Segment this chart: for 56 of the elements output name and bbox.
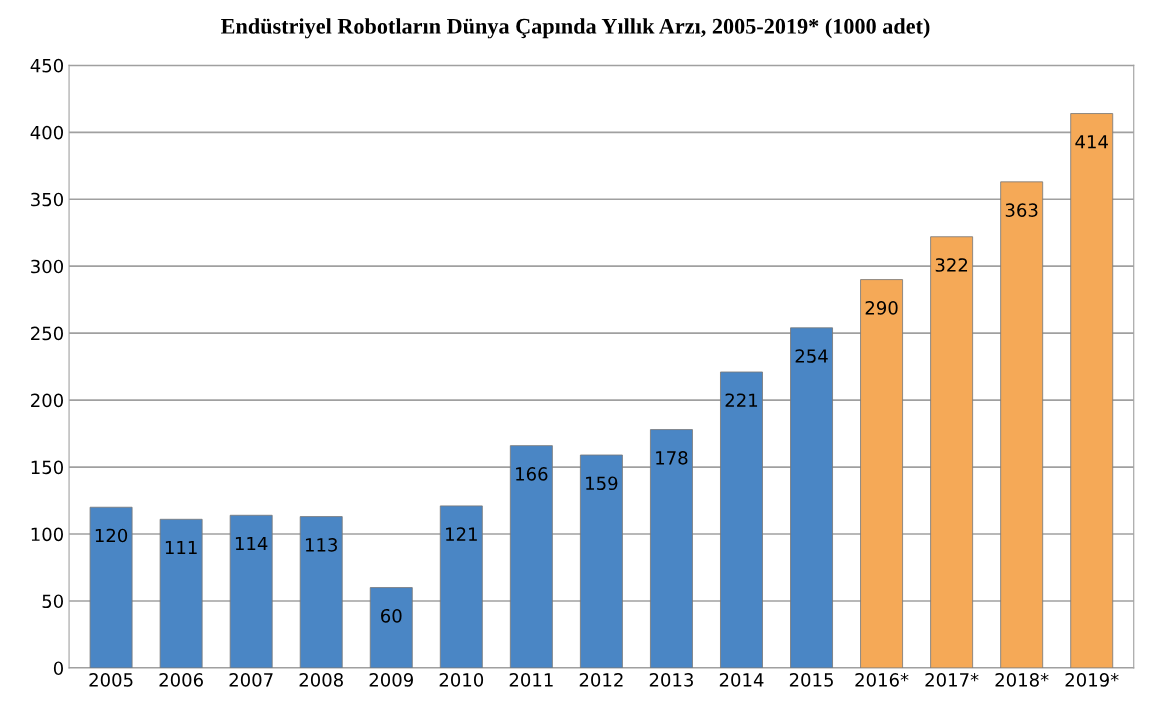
y-tick-label: 100 [31,527,63,542]
x-tick-label: 2014 [719,673,764,687]
bar [1000,181,1044,668]
data-label: 121 [446,527,477,541]
y-tick-label: 200 [31,393,63,408]
bar [930,236,974,668]
y-tick-label: 300 [31,259,63,274]
x-tick-label: 2009 [369,673,413,687]
x-tick-label: 2008 [299,673,343,687]
x-tick-label: 2019* [1065,673,1119,687]
data-label: 166 [516,467,548,481]
bar [650,429,693,668]
data-label: 254 [795,349,828,363]
data-label: 178 [656,450,688,465]
data-label: 60 [381,608,402,623]
data-label: 363 [1005,203,1038,217]
data-label: 221 [725,393,758,407]
x-tick-label: 2012 [579,673,623,687]
x-tick-label: 2007 [229,673,273,687]
x-tick-label: 2011 [509,673,553,687]
y-tick-label: 350 [31,192,63,207]
x-tick-label: 2018* [995,673,1049,687]
x-tick-label: 2015 [789,673,833,687]
x-tick-label: 2006 [159,673,203,687]
data-label: 111 [165,540,197,555]
x-tick-label: 2016* [855,673,909,687]
bar [790,327,833,668]
bar [860,279,904,668]
data-label: 414 [1075,135,1108,149]
data-label: 322 [935,258,968,272]
chart-title: Endüstriyel Robotların Dünya Çapında Yıllık Arzı, 2005-2019* (1000 adet) [221,18,930,39]
x-tick-label: 2017* [925,673,979,687]
bar [509,445,553,668]
x-tick-label: 2010 [439,673,484,687]
y-tick-label: 450 [30,58,63,73]
bar [1070,113,1114,668]
y-tick-label: 150 [31,460,63,475]
data-label: 159 [586,476,618,491]
x-tick-label: 2013 [649,673,693,687]
bar [229,514,273,668]
data-label: 114 [235,536,268,551]
bar [89,506,133,668]
data-label: 113 [305,538,337,552]
y-tick-label: 400 [30,125,63,140]
data-label: 290 [865,301,898,315]
x-tick-label: 2005 [89,673,133,687]
bar [579,454,623,668]
bar [299,516,343,668]
y-tick-label: 50 [42,594,63,609]
bar [720,371,763,668]
bar [159,518,203,668]
y-tick-label: 0 [53,661,63,676]
bar [369,587,413,668]
y-tick-label: 250 [31,326,63,341]
bar [439,505,483,668]
data-label: 120 [95,528,128,543]
